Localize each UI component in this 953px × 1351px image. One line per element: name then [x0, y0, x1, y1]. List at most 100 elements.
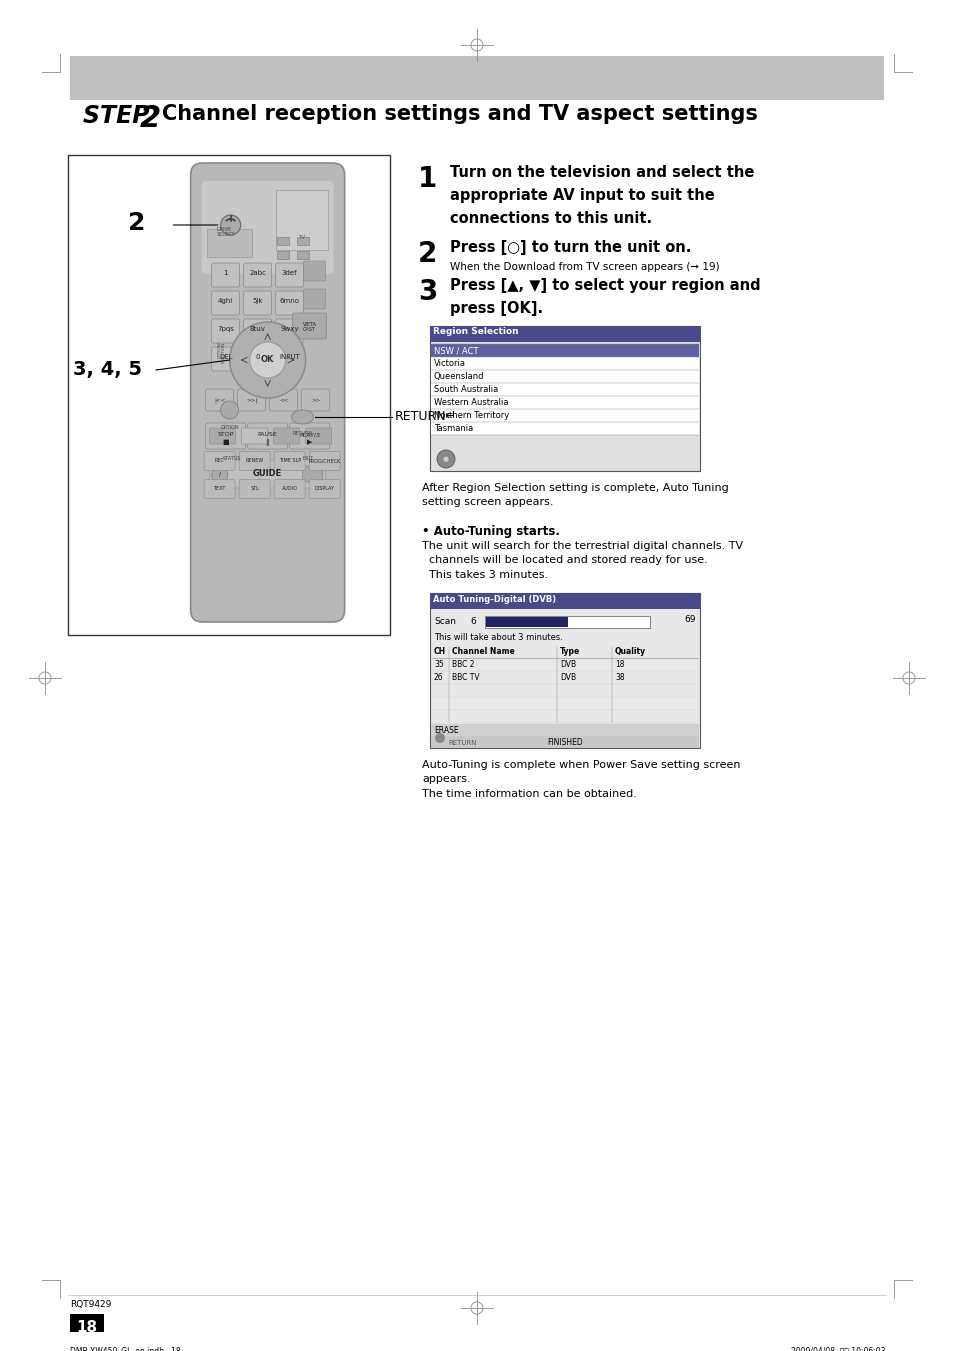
- Text: Victoria: Victoria: [434, 359, 465, 367]
- Text: PROG/CHECK: PROG/CHECK: [308, 458, 340, 463]
- FancyBboxPatch shape: [212, 347, 239, 372]
- Text: 0: 0: [255, 354, 259, 359]
- Circle shape: [435, 734, 444, 743]
- FancyBboxPatch shape: [301, 389, 330, 411]
- Text: ■: ■: [222, 439, 229, 444]
- FancyBboxPatch shape: [204, 451, 234, 470]
- FancyBboxPatch shape: [293, 313, 326, 339]
- Bar: [68, 155, 390, 635]
- Text: Region Selection: Region Selection: [433, 327, 518, 336]
- FancyBboxPatch shape: [303, 261, 325, 281]
- Text: VIETA
CAST: VIETA CAST: [302, 322, 316, 332]
- FancyBboxPatch shape: [210, 428, 235, 444]
- FancyBboxPatch shape: [243, 347, 272, 372]
- Text: Auto Tuning-Digital (DVB): Auto Tuning-Digital (DVB): [433, 594, 556, 604]
- Text: FINISHED: FINISHED: [547, 738, 582, 747]
- Text: DEL: DEL: [218, 354, 233, 359]
- Text: 8tuv: 8tuv: [250, 326, 265, 332]
- FancyBboxPatch shape: [237, 389, 265, 411]
- Text: OK: OK: [261, 355, 274, 365]
- Text: Western Australia: Western Australia: [434, 399, 508, 407]
- Bar: [431, 357, 699, 370]
- Text: STL: STL: [250, 486, 259, 492]
- Text: DMR-XW450_GL_en.indb   18: DMR-XW450_GL_en.indb 18: [70, 1346, 180, 1351]
- Text: OPTION: OPTION: [220, 426, 238, 430]
- Text: 3def: 3def: [281, 270, 297, 276]
- Bar: [430, 593, 700, 748]
- Text: DRIVE
SELECT: DRIVE SELECT: [216, 227, 234, 236]
- FancyBboxPatch shape: [275, 263, 303, 286]
- FancyBboxPatch shape: [239, 480, 270, 499]
- Text: 3, 4, 5: 3, 4, 5: [73, 361, 142, 380]
- FancyBboxPatch shape: [275, 290, 303, 315]
- FancyBboxPatch shape: [309, 451, 340, 470]
- Text: RETURN: RETURN: [293, 431, 313, 436]
- FancyBboxPatch shape: [243, 263, 272, 286]
- Text: TEXT: TEXT: [213, 486, 226, 492]
- Circle shape: [230, 322, 305, 399]
- Bar: [276, 251, 289, 259]
- Text: 7pqs: 7pqs: [217, 326, 233, 332]
- Text: 2: 2: [417, 240, 436, 267]
- Text: RETURN↵: RETURN↵: [395, 411, 456, 423]
- Bar: [431, 382, 699, 396]
- Bar: [296, 251, 309, 259]
- FancyBboxPatch shape: [212, 319, 239, 343]
- Text: Type: Type: [559, 647, 579, 657]
- Bar: [431, 345, 699, 357]
- Bar: [431, 724, 699, 736]
- Text: OPTION/
FUNCTION: OPTION/ FUNCTION: [217, 342, 226, 362]
- FancyBboxPatch shape: [239, 451, 270, 470]
- Bar: [296, 236, 309, 245]
- Ellipse shape: [292, 409, 314, 424]
- Text: STATUS: STATUS: [222, 457, 241, 462]
- Text: Scan: Scan: [434, 617, 456, 626]
- Bar: [70, 55, 883, 100]
- Text: 18: 18: [76, 1320, 97, 1335]
- Text: 26: 26: [434, 673, 443, 682]
- Bar: [431, 422, 699, 435]
- Text: DVB: DVB: [559, 661, 576, 669]
- FancyBboxPatch shape: [204, 480, 234, 499]
- Text: STEP: STEP: [83, 104, 157, 128]
- Text: EXIT: EXIT: [302, 457, 314, 462]
- Text: INPUT: INPUT: [279, 354, 299, 359]
- Bar: [70, 1315, 104, 1332]
- Bar: [430, 326, 700, 471]
- Bar: [431, 736, 699, 748]
- Text: 2abc: 2abc: [249, 270, 266, 276]
- Text: South Australia: South Australia: [434, 385, 497, 394]
- FancyBboxPatch shape: [212, 290, 239, 315]
- Text: 1: 1: [223, 270, 228, 276]
- Text: RQT9429: RQT9429: [70, 1300, 112, 1309]
- Text: ▶: ▶: [307, 439, 312, 444]
- Text: DVB: DVB: [559, 673, 576, 682]
- Circle shape: [250, 342, 285, 378]
- Text: RETURN: RETURN: [448, 740, 476, 746]
- Circle shape: [220, 215, 240, 235]
- Text: >>: >>: [311, 397, 320, 403]
- Bar: [431, 370, 699, 382]
- Text: Channel reception settings and TV aspect settings: Channel reception settings and TV aspect…: [162, 104, 757, 124]
- FancyBboxPatch shape: [274, 480, 305, 499]
- Text: <<: <<: [278, 397, 288, 403]
- FancyBboxPatch shape: [191, 163, 344, 621]
- Text: Channel Name: Channel Name: [452, 647, 515, 657]
- FancyBboxPatch shape: [210, 459, 325, 488]
- Text: Auto-Tuning is complete when Power Save setting screen
appears.
The time informa: Auto-Tuning is complete when Power Save …: [421, 761, 740, 798]
- Text: i: i: [218, 471, 220, 478]
- FancyBboxPatch shape: [243, 319, 272, 343]
- Text: 6mno: 6mno: [279, 299, 299, 304]
- Text: 6: 6: [470, 617, 476, 626]
- Text: 5jk: 5jk: [253, 299, 263, 304]
- FancyBboxPatch shape: [206, 389, 233, 411]
- Bar: [484, 616, 649, 628]
- Text: STOP: STOP: [217, 432, 233, 438]
- Text: Tasmania: Tasmania: [434, 424, 473, 434]
- Text: 35: 35: [434, 661, 443, 669]
- Bar: [485, 617, 567, 627]
- Text: BBC 2: BBC 2: [452, 661, 474, 669]
- Text: Queensland: Queensland: [434, 372, 484, 381]
- Text: 18: 18: [615, 661, 624, 669]
- Text: ERASE: ERASE: [434, 725, 458, 735]
